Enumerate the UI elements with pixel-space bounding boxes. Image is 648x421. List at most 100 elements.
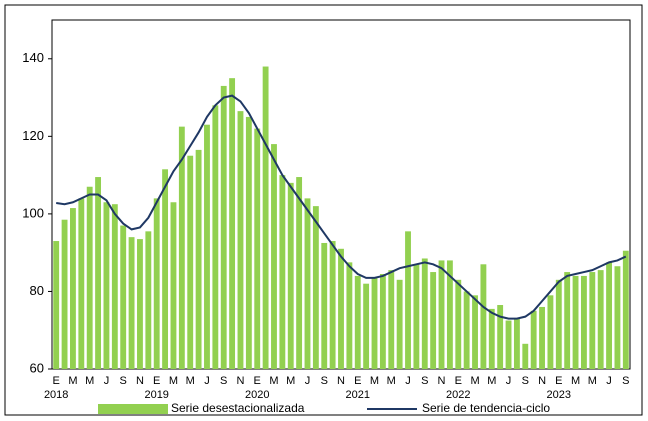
x-tick-label: S [220, 375, 227, 387]
x-tick-label: S [120, 375, 127, 387]
y-tick-label: 120 [22, 128, 44, 143]
year-label: 2023 [547, 389, 571, 401]
x-tick-label: M [588, 375, 597, 387]
y-tick-label: 140 [22, 50, 44, 65]
bar [346, 262, 353, 369]
bar [589, 272, 596, 369]
x-tick-label: J [104, 375, 110, 387]
year-label: 2019 [144, 389, 168, 401]
bar [329, 241, 336, 369]
year-label: 2022 [446, 389, 470, 401]
x-tick-label: S [421, 375, 428, 387]
x-tick-label: M [169, 375, 178, 387]
year-label: 2021 [346, 389, 370, 401]
legend-label: Serie de tendencia-ciclo [422, 401, 550, 415]
bar [413, 264, 420, 369]
bar [614, 266, 621, 369]
bar [70, 208, 76, 369]
y-tick-label: 80 [30, 283, 44, 298]
bar [237, 111, 244, 369]
x-tick-label: M [85, 375, 94, 387]
bar [170, 202, 177, 369]
x-tick-label: M [68, 375, 77, 387]
x-tick-label: E [153, 375, 160, 387]
bar [271, 144, 277, 369]
bar [472, 295, 478, 369]
bar [338, 248, 344, 369]
bar [312, 206, 319, 369]
x-tick-label: J [506, 375, 512, 387]
bar [61, 219, 68, 369]
bar [597, 270, 604, 369]
bar [162, 169, 169, 369]
bar [438, 260, 445, 369]
bar [388, 270, 395, 369]
bar [430, 272, 437, 369]
x-tick-label: S [522, 375, 529, 387]
x-tick-label: N [136, 375, 144, 387]
bar [103, 202, 110, 369]
bar [606, 262, 612, 369]
x-tick-label: M [286, 375, 295, 387]
bar [178, 126, 185, 369]
bar [446, 260, 453, 369]
x-tick-label: N [237, 375, 245, 387]
bar [86, 186, 93, 369]
bar [145, 231, 152, 369]
x-tick-label: M [470, 375, 479, 387]
bar [522, 343, 529, 369]
x-tick-label: E [254, 375, 261, 387]
bar [455, 279, 462, 369]
bar [153, 198, 160, 369]
bar [304, 198, 311, 369]
bar [279, 175, 286, 369]
bar [505, 320, 512, 369]
bar [128, 237, 135, 369]
bar [212, 105, 219, 370]
bar [120, 225, 127, 369]
bar [379, 273, 386, 369]
bar [463, 291, 470, 369]
bar [245, 116, 252, 369]
x-tick-label: S [321, 375, 328, 387]
x-tick-label: M [269, 375, 278, 387]
x-tick-label: S [622, 375, 629, 387]
year-label: 2018 [44, 389, 68, 401]
x-tick-label: M [387, 375, 396, 387]
bar [405, 231, 411, 369]
x-tick-label: N [538, 375, 546, 387]
bar [421, 258, 428, 369]
bar [396, 279, 403, 369]
legend-label: Serie desestacionalizada [171, 401, 305, 415]
bar [262, 66, 269, 370]
bar [622, 250, 629, 369]
bar [371, 277, 378, 369]
bar [530, 310, 537, 369]
bar [195, 149, 202, 369]
x-tick-label: M [571, 375, 580, 387]
bar [296, 177, 303, 369]
bar [497, 305, 504, 369]
bar [111, 204, 118, 369]
x-tick-label: N [337, 375, 345, 387]
x-tick-label: J [204, 375, 210, 387]
bar [547, 295, 554, 369]
x-tick-label: E [455, 375, 462, 387]
bar [480, 264, 487, 369]
bar [95, 177, 102, 369]
bar [287, 182, 294, 369]
year-label: 2020 [245, 389, 269, 401]
bar [321, 242, 328, 369]
x-tick-label: M [487, 375, 496, 387]
x-tick-label: E [555, 375, 562, 387]
x-tick-label: J [405, 375, 411, 387]
bar [564, 272, 571, 369]
x-tick-label: N [438, 375, 446, 387]
y-tick-label: 100 [22, 205, 44, 220]
x-tick-label: M [186, 375, 195, 387]
bar [187, 155, 194, 369]
bar [354, 275, 361, 369]
bar [204, 124, 210, 369]
bar [53, 241, 60, 369]
trend-line [56, 94, 627, 320]
